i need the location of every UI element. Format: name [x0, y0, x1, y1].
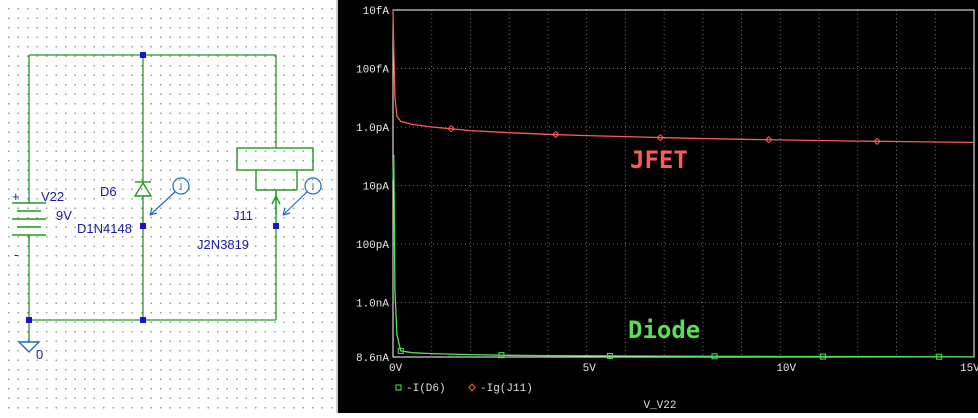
- junction-node: [140, 52, 146, 58]
- jfet-model-label[interactable]: J2N3819: [197, 237, 249, 252]
- diode-data-marker: [711, 353, 718, 360]
- y-tick-label: 1.0pA: [356, 123, 389, 135]
- source-value-label[interactable]: 9V: [56, 208, 72, 223]
- ground-net-label: 0: [36, 347, 43, 362]
- plot-frame: [392, 9, 975, 358]
- diode-legend-marker: [395, 384, 402, 391]
- diode-curve-label: Diode: [628, 316, 700, 344]
- diode-data-marker: [819, 353, 826, 360]
- battery-minus-sign: -: [14, 247, 18, 262]
- y-tick-label: 8.6nA: [356, 353, 389, 365]
- jfet-data-marker: [656, 133, 664, 142]
- junction-node: [273, 223, 279, 229]
- y-tick-label: 100pA: [356, 240, 389, 252]
- diode-legend-label[interactable]: -I(D6): [406, 383, 446, 395]
- diode-symbol: [133, 181, 153, 200]
- jfet-symbol: [236, 147, 314, 215]
- diode-current-probe[interactable]: [149, 177, 190, 216]
- x-axis-title: V_V22: [643, 400, 676, 412]
- plot-grid: [393, 9, 975, 358]
- series-line-jfet: [392, 9, 975, 144]
- panel-divider[interactable]: [336, 0, 338, 413]
- circuit-wires: [28, 54, 277, 338]
- jfet-data-marker: [551, 130, 560, 139]
- junction-node: [26, 317, 32, 323]
- battery-plus-sign: +: [12, 189, 20, 204]
- y-axis-labels: 10fA 100fA 1.0pA 10pA 100pA 1.0nA 8.6nA: [356, 6, 389, 365]
- y-tick-label: 10pA: [363, 182, 390, 194]
- x-tick-label: 10V: [776, 363, 796, 375]
- diode-data-marker: [397, 347, 404, 354]
- diode-model-label[interactable]: D1N4148: [77, 221, 132, 236]
- junction-node: [140, 317, 146, 323]
- x-tick-label: 0V: [389, 363, 403, 375]
- junction-nodes: [26, 52, 279, 323]
- probe-plot-window: 10fA 100fA 1.0pA 10pA 100pA 1.0nA 8.6nA …: [338, 0, 978, 413]
- x-tick-label: 15V: [960, 363, 978, 375]
- jfet-legend-label[interactable]: -Ig(J11): [480, 383, 533, 395]
- jfet-curve-label: JFET: [630, 146, 688, 174]
- source-ref-label[interactable]: V22: [41, 189, 64, 204]
- schematic-panel: + - V22 9V 0 D6 D1N4148 I: [0, 0, 336, 413]
- plot-curves: [392, 9, 975, 360]
- jfet-data-marker: [765, 136, 773, 144]
- y-tick-label: 100fA: [356, 65, 389, 77]
- jfet-legend-marker: [468, 383, 476, 392]
- diode-data-marker: [498, 352, 505, 359]
- jfet-data-marker: [873, 137, 881, 146]
- ground-symbol: [17, 338, 41, 353]
- battery-symbol: [12, 200, 46, 243]
- jfet-ref-label[interactable]: J11: [233, 208, 253, 223]
- current-plot: 10fA 100fA 1.0pA 10pA 100pA 1.0nA 8.6nA …: [356, 6, 978, 412]
- diode-probe-icon: I: [180, 182, 183, 193]
- series-line-diode: [392, 154, 974, 358]
- y-tick-label: 10fA: [363, 6, 390, 18]
- jfet-probe-icon: I: [312, 182, 315, 193]
- x-tick-label: 5V: [583, 363, 597, 375]
- diode-data-marker: [936, 353, 943, 360]
- junction-node: [140, 223, 146, 229]
- y-tick-label: 1.0nA: [356, 299, 389, 311]
- circuit-diagram: + - V22 9V 0 D6 D1N4148 I: [12, 52, 322, 362]
- diode-data-marker: [606, 352, 613, 359]
- diode-ref-label[interactable]: D6: [100, 184, 117, 199]
- jfet-data-marker: [447, 125, 455, 133]
- jfet-current-probe[interactable]: [282, 177, 322, 216]
- x-axis-labels: 0V 5V 10V 15V: [389, 363, 978, 375]
- plot-legend: -I(D6) -Ig(J11): [395, 383, 533, 395]
